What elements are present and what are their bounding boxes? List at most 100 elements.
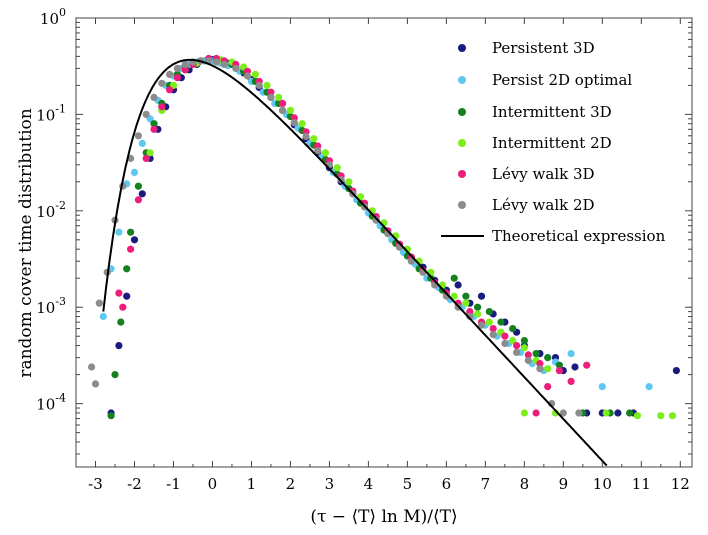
data-point <box>286 106 294 114</box>
data-point <box>497 318 505 326</box>
data-point <box>333 164 341 172</box>
legend-marker <box>458 44 466 52</box>
data-point <box>310 135 318 143</box>
data-point <box>243 72 252 80</box>
data-point <box>138 190 146 198</box>
y-tick-label: 10-3 <box>36 295 66 317</box>
x-tick-label: 6 <box>442 475 452 493</box>
x-axis-title: (τ − ⟨T⟩ ln M)/⟨T⟩ <box>310 507 457 527</box>
legend-marker <box>458 201 466 209</box>
legend-marker <box>458 108 466 116</box>
axis-ticks: -3 -2 -1 0 1 2 3 4 5 6 7 8 9 10 11 1210010-110-210-310-… <box>36 6 692 493</box>
data-point <box>173 64 181 72</box>
data-point <box>501 332 509 340</box>
data-point <box>115 342 123 350</box>
legend-label: Lévy walk 3D <box>492 165 595 183</box>
data-point <box>477 321 486 329</box>
data-point <box>267 93 275 101</box>
data-point <box>520 409 529 417</box>
data-point <box>146 149 154 157</box>
data-point <box>279 99 287 107</box>
data-point <box>602 409 610 417</box>
data-point <box>450 274 458 282</box>
data-point <box>91 380 100 388</box>
data-point <box>290 119 298 127</box>
y-tick-label: 100 <box>40 6 66 28</box>
data-markers <box>88 54 681 420</box>
x-tick-label: 3 <box>325 475 335 493</box>
data-point <box>485 318 493 326</box>
data-point <box>567 377 575 385</box>
data-point <box>462 292 470 300</box>
legend-marker <box>458 170 466 178</box>
data-point <box>372 216 380 224</box>
data-point <box>134 132 142 140</box>
data-point <box>520 337 529 345</box>
data-point <box>509 325 517 333</box>
data-point <box>115 289 123 297</box>
data-point <box>598 383 606 391</box>
legend-label: Intermittent 2D <box>492 134 612 152</box>
data-point <box>536 360 544 368</box>
data-point <box>127 245 135 253</box>
data-point <box>275 93 283 101</box>
data-point <box>220 60 228 68</box>
data-point <box>107 412 115 420</box>
data-point <box>302 132 310 141</box>
x-tick-label: 8 <box>520 475 530 493</box>
theory-layer <box>102 58 608 467</box>
data-point <box>127 228 135 236</box>
data-point <box>150 120 158 128</box>
legend-label: Theoretical expression <box>492 227 666 245</box>
legend-marker <box>458 76 466 84</box>
data-point <box>559 409 567 417</box>
data-point <box>571 363 579 371</box>
legend: Persistent 3D Persist 2D optimal Intermitt… <box>441 39 666 245</box>
data-point <box>524 356 532 365</box>
data-point <box>454 281 462 289</box>
data-point <box>614 409 622 417</box>
data-point <box>633 412 642 420</box>
data-point <box>134 196 142 204</box>
series-5 <box>88 57 583 417</box>
data-point <box>263 81 271 89</box>
data-point <box>321 149 330 157</box>
data-point <box>255 81 263 89</box>
theory-curve <box>102 58 608 467</box>
data-point <box>123 265 131 273</box>
data-point <box>158 79 166 87</box>
data-point <box>532 350 540 358</box>
data-point <box>544 383 552 391</box>
data-point <box>88 363 96 371</box>
data-point <box>117 318 125 326</box>
data-point <box>485 308 493 316</box>
data-point <box>474 303 482 311</box>
data-point <box>513 342 521 350</box>
data-point <box>489 325 497 333</box>
data-point <box>119 303 127 311</box>
data-point <box>477 292 486 300</box>
legend-label: Persist 2D optimal <box>492 71 632 89</box>
x-tick-label: 2 <box>286 475 296 493</box>
x-tick-label: 12 <box>671 475 690 493</box>
data-point <box>450 292 458 300</box>
data-point <box>509 337 517 345</box>
data-point <box>181 60 189 68</box>
data-point <box>173 74 181 82</box>
y-tick-label: 10-1 <box>36 102 66 124</box>
data-point <box>567 350 575 358</box>
data-point <box>138 139 146 147</box>
data-point <box>672 367 681 375</box>
data-point <box>645 383 653 391</box>
y-axis-title: random cover time distribution <box>16 108 36 377</box>
legend-label: Intermittent 3D <box>492 103 612 121</box>
data-point <box>232 64 240 72</box>
data-point <box>407 257 415 265</box>
data-point <box>130 236 139 244</box>
x-tick-label: 9 <box>559 475 569 493</box>
x-tick-label: 4 <box>364 475 374 493</box>
data-point <box>99 312 107 321</box>
data-point <box>130 168 139 176</box>
data-point <box>544 354 552 362</box>
